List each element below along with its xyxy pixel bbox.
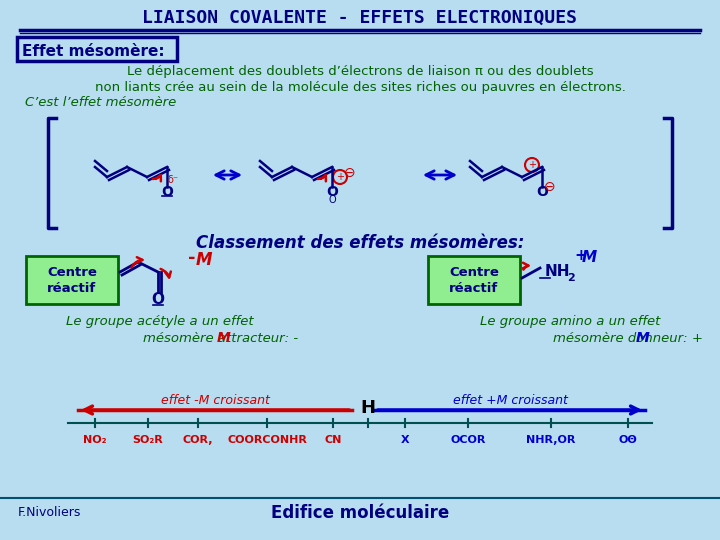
- Text: 2: 2: [567, 273, 575, 283]
- Text: Le groupe amino a un effet: Le groupe amino a un effet: [480, 315, 660, 328]
- Text: Effet mésomère:: Effet mésomère:: [22, 44, 165, 58]
- Text: O: O: [151, 293, 164, 307]
- Text: +: +: [574, 247, 587, 262]
- Text: O: O: [161, 185, 173, 199]
- Text: NHR,OR: NHR,OR: [526, 435, 576, 445]
- Text: OCOR: OCOR: [450, 435, 486, 445]
- Text: OΘ: OΘ: [618, 435, 637, 445]
- FancyBboxPatch shape: [17, 37, 177, 61]
- Text: réactif: réactif: [449, 281, 499, 294]
- Text: M: M: [582, 249, 597, 265]
- Text: Centre: Centre: [47, 266, 97, 279]
- Text: COR,: COR,: [183, 435, 213, 445]
- Text: Centre: Centre: [449, 266, 499, 279]
- Text: Le déplacement des doublets d’électrons de liaison π ou des doublets: Le déplacement des doublets d’électrons …: [127, 65, 593, 78]
- Text: F.Nivoliers: F.Nivoliers: [18, 507, 81, 519]
- Text: X: X: [401, 435, 409, 445]
- Text: δ⁻: δ⁻: [167, 175, 178, 185]
- Text: SO₂R: SO₂R: [132, 435, 163, 445]
- Text: M: M: [636, 331, 649, 345]
- Text: O: O: [326, 185, 338, 199]
- Text: effet +M croissant: effet +M croissant: [453, 394, 567, 407]
- Text: LIAISON COVALENTE - EFFETS ELECTRONIQUES: LIAISON COVALENTE - EFFETS ELECTRONIQUES: [143, 9, 577, 27]
- Text: NH: NH: [545, 265, 570, 280]
- Text: non liants crée au sein de la molécule des sites riches ou pauvres en électrons.: non liants crée au sein de la molécule d…: [94, 80, 626, 93]
- Text: Classement des effets mésomères:: Classement des effets mésomères:: [196, 234, 524, 252]
- Text: Edifice moléculaire: Edifice moléculaire: [271, 504, 449, 522]
- FancyBboxPatch shape: [26, 256, 118, 304]
- FancyBboxPatch shape: [428, 256, 520, 304]
- Text: mésomère attracteur: -: mésomère attracteur: -: [143, 332, 298, 345]
- Text: mésomère donneur: +: mésomère donneur: +: [553, 332, 703, 345]
- Text: M: M: [217, 331, 230, 345]
- Text: NO₂: NO₂: [84, 435, 107, 445]
- Text: CN: CN: [324, 435, 342, 445]
- Text: O: O: [328, 195, 336, 205]
- Text: effet -M croissant: effet -M croissant: [161, 394, 269, 407]
- Text: ⊖: ⊖: [544, 180, 556, 194]
- Text: +: +: [528, 160, 536, 170]
- Text: O: O: [536, 185, 548, 199]
- Text: Le groupe acétyle a un effet: Le groupe acétyle a un effet: [66, 315, 254, 328]
- Text: C’est l’effet mésomère: C’est l’effet mésomère: [25, 96, 176, 109]
- Text: +: +: [336, 172, 344, 182]
- Text: COORCONHR: COORCONHR: [227, 435, 307, 445]
- Text: -: -: [188, 249, 196, 267]
- Text: ⊖: ⊖: [344, 166, 356, 180]
- Text: H: H: [361, 399, 376, 417]
- Text: M: M: [196, 251, 212, 269]
- Text: réactif: réactif: [48, 281, 96, 294]
